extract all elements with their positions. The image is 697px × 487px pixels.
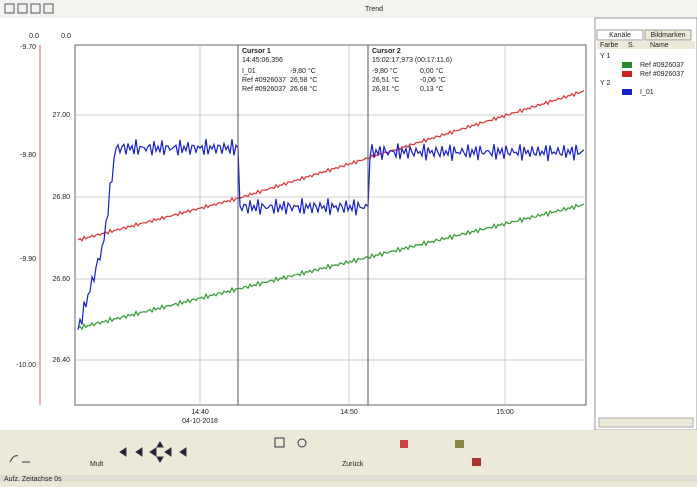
traces: [77, 90, 585, 331]
cursor-value: 0,00 °C: [420, 67, 443, 75]
channel-color: [622, 71, 632, 77]
cursor-title: Cursor 2: [372, 48, 401, 55]
trace: [77, 203, 585, 331]
cursor-value: 26,68 °C: [290, 85, 317, 93]
tree-group[interactable]: Y 2: [600, 80, 610, 87]
inner-axis-header: 0.0: [61, 33, 71, 40]
title-icons: [4, 3, 54, 14]
channel-color: [622, 89, 632, 95]
panel-tab[interactable]: [644, 29, 692, 41]
plot-area: [74, 44, 587, 406]
toolbar-label[interactable]: Zurück: [342, 461, 364, 468]
grid: [75, 45, 586, 405]
outer-tick-label: -9.80: [20, 152, 36, 159]
status-text: Aufz. Zeitachse 0s: [4, 476, 62, 482]
toolbar: [0, 430, 697, 475]
x-date-label: 04-10-2018: [182, 418, 218, 425]
column-header-label: S.: [628, 42, 635, 49]
status-bar: [0, 475, 697, 482]
inner-tick-label: 27.00: [52, 112, 70, 119]
inner-tick-label: 26.60: [52, 276, 70, 283]
channel-color: [622, 62, 632, 68]
column-header-label: Name: [650, 42, 669, 49]
outer-tick-label: -10.00: [16, 362, 36, 369]
toolbar-icons: [9, 437, 481, 466]
title-bar: [0, 0, 697, 18]
outer-axis-header: 0.0: [29, 33, 39, 40]
panel-tab-label[interactable]: Bildmarken: [650, 32, 685, 39]
cursor-value: 0,13 °C: [420, 85, 443, 93]
trace: [77, 90, 585, 242]
cursor-value: Ref #0926037: [242, 86, 286, 93]
toolbar-label[interactable]: Mult: [90, 461, 103, 468]
cursor-value: -0,06 °C: [420, 76, 446, 84]
trace: [77, 138, 585, 330]
x-tick-label: 14:40: [191, 409, 209, 416]
window-title: Trend: [365, 6, 383, 13]
x-tick-label: 14:50: [340, 409, 358, 416]
outer-tick-label: -9.90: [20, 256, 36, 263]
channel-name[interactable]: Ref #0926037: [640, 62, 684, 69]
cursor-value: -9,80 °C: [372, 67, 398, 75]
x-tick-label: 15:00: [496, 409, 514, 416]
cursor-value: Ref #0926037: [242, 77, 286, 84]
channel-name[interactable]: I_01: [640, 89, 654, 96]
cursor-value: 26,81 °C: [372, 85, 399, 93]
cursor-value: I_01: [242, 68, 256, 75]
panel-tab-label[interactable]: Kanäle: [609, 32, 631, 39]
cursor-value: -9,80 °C: [290, 67, 316, 75]
column-header-label: Farbe: [600, 42, 618, 49]
channel-name[interactable]: Ref #0926037: [640, 71, 684, 78]
outer-tick-label: -9.70: [20, 44, 36, 51]
tree-group[interactable]: Y 1: [600, 53, 610, 60]
cursor-value: 26,58 °C: [290, 76, 317, 84]
cursor-time: 14:45:06,356: [242, 57, 283, 64]
scrollbar[interactable]: [598, 417, 694, 428]
inner-tick-label: 26.80: [52, 194, 70, 201]
inner-tick-label: 26.40: [52, 357, 70, 364]
column-header: [597, 41, 695, 49]
cursor-title: Cursor 1: [242, 48, 271, 55]
panel-tab[interactable]: [596, 29, 644, 41]
cursor-value: 26,51 °C: [372, 76, 399, 84]
cursor-time: 15:02:17,973 (00:17:11,6): [372, 57, 452, 64]
